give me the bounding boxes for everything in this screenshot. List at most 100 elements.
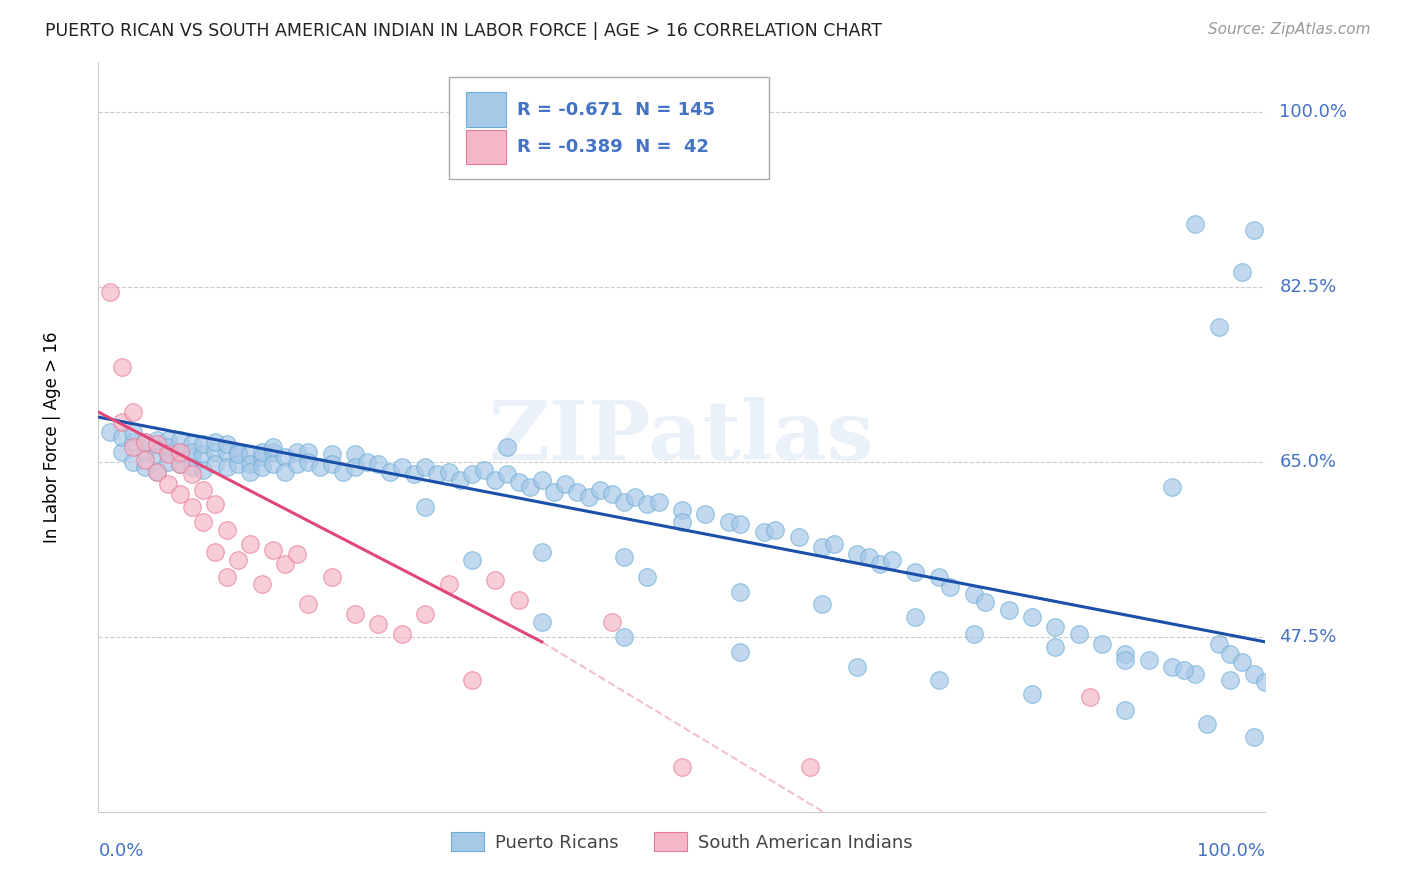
Point — [1137, 653, 1160, 667]
Point — [461, 673, 484, 687]
Point — [204, 445, 226, 459]
FancyBboxPatch shape — [449, 78, 769, 178]
Point — [250, 450, 273, 464]
Point — [122, 435, 145, 450]
Point — [1161, 480, 1184, 494]
Point — [228, 447, 250, 461]
Point — [613, 495, 636, 509]
Text: ZIPatlas: ZIPatlas — [489, 397, 875, 477]
Point — [1114, 653, 1136, 667]
Point — [180, 450, 202, 464]
Point — [111, 445, 134, 459]
Point — [1243, 730, 1265, 744]
Point — [180, 437, 202, 451]
Point — [671, 515, 693, 529]
Legend: Puerto Ricans, South American Indians: Puerto Ricans, South American Indians — [444, 825, 920, 859]
Point — [846, 547, 869, 561]
Point — [169, 457, 191, 471]
Point — [1208, 320, 1230, 334]
Point — [1230, 655, 1253, 669]
Point — [122, 440, 145, 454]
Point — [228, 457, 250, 471]
Point — [823, 537, 845, 551]
Point — [169, 445, 191, 459]
Point — [437, 465, 460, 479]
Point — [589, 483, 612, 497]
Point — [904, 565, 927, 579]
Text: Source: ZipAtlas.com: Source: ZipAtlas.com — [1208, 22, 1371, 37]
Point — [215, 437, 238, 451]
Point — [204, 545, 226, 559]
Text: R = -0.389  N =  42: R = -0.389 N = 42 — [517, 138, 710, 156]
Point — [134, 435, 156, 450]
Point — [671, 760, 693, 774]
Point — [763, 523, 786, 537]
Point — [332, 465, 354, 479]
Point — [1114, 703, 1136, 717]
Point — [250, 577, 273, 591]
Point — [367, 616, 389, 631]
Point — [274, 557, 297, 571]
Point — [321, 457, 343, 471]
Point — [134, 445, 156, 459]
Point — [215, 460, 238, 475]
Point — [1067, 627, 1090, 641]
Point — [262, 440, 284, 454]
Point — [391, 627, 413, 641]
Point — [215, 523, 238, 537]
Point — [134, 435, 156, 450]
Point — [262, 457, 284, 471]
Point — [380, 465, 402, 479]
Point — [1045, 620, 1067, 634]
Point — [169, 445, 191, 459]
Point — [928, 570, 950, 584]
Text: 47.5%: 47.5% — [1279, 628, 1337, 646]
Point — [169, 433, 191, 447]
Point — [554, 477, 576, 491]
Point — [426, 467, 449, 481]
Point — [274, 465, 297, 479]
Point — [1080, 690, 1102, 704]
Point — [846, 660, 869, 674]
Point — [1021, 610, 1043, 624]
Point — [484, 573, 506, 587]
Point — [928, 673, 950, 687]
Point — [1219, 673, 1241, 687]
Point — [962, 627, 984, 641]
Point — [717, 515, 740, 529]
Point — [636, 497, 658, 511]
Point — [636, 570, 658, 584]
Point — [180, 445, 202, 459]
Point — [193, 463, 215, 477]
Point — [962, 587, 984, 601]
Point — [904, 610, 927, 624]
Point — [1045, 640, 1067, 654]
Point — [146, 437, 169, 451]
Point — [413, 500, 436, 514]
Point — [402, 467, 425, 481]
Point — [730, 645, 752, 659]
Point — [344, 460, 367, 475]
Point — [180, 467, 202, 481]
Point — [647, 495, 669, 509]
Point — [180, 460, 202, 475]
Point — [122, 405, 145, 419]
Point — [752, 524, 775, 539]
Point — [600, 487, 623, 501]
Point — [858, 549, 880, 564]
Point — [461, 467, 484, 481]
Point — [321, 447, 343, 461]
Point — [413, 460, 436, 475]
Point — [1230, 265, 1253, 279]
Point — [309, 460, 332, 475]
Point — [1161, 660, 1184, 674]
Point — [146, 465, 169, 479]
Point — [1195, 716, 1218, 731]
Point — [122, 425, 145, 439]
Text: 100.0%: 100.0% — [1279, 103, 1347, 121]
Point — [613, 549, 636, 564]
Point — [157, 447, 180, 461]
Point — [111, 360, 134, 375]
Point — [297, 597, 319, 611]
Point — [391, 460, 413, 475]
